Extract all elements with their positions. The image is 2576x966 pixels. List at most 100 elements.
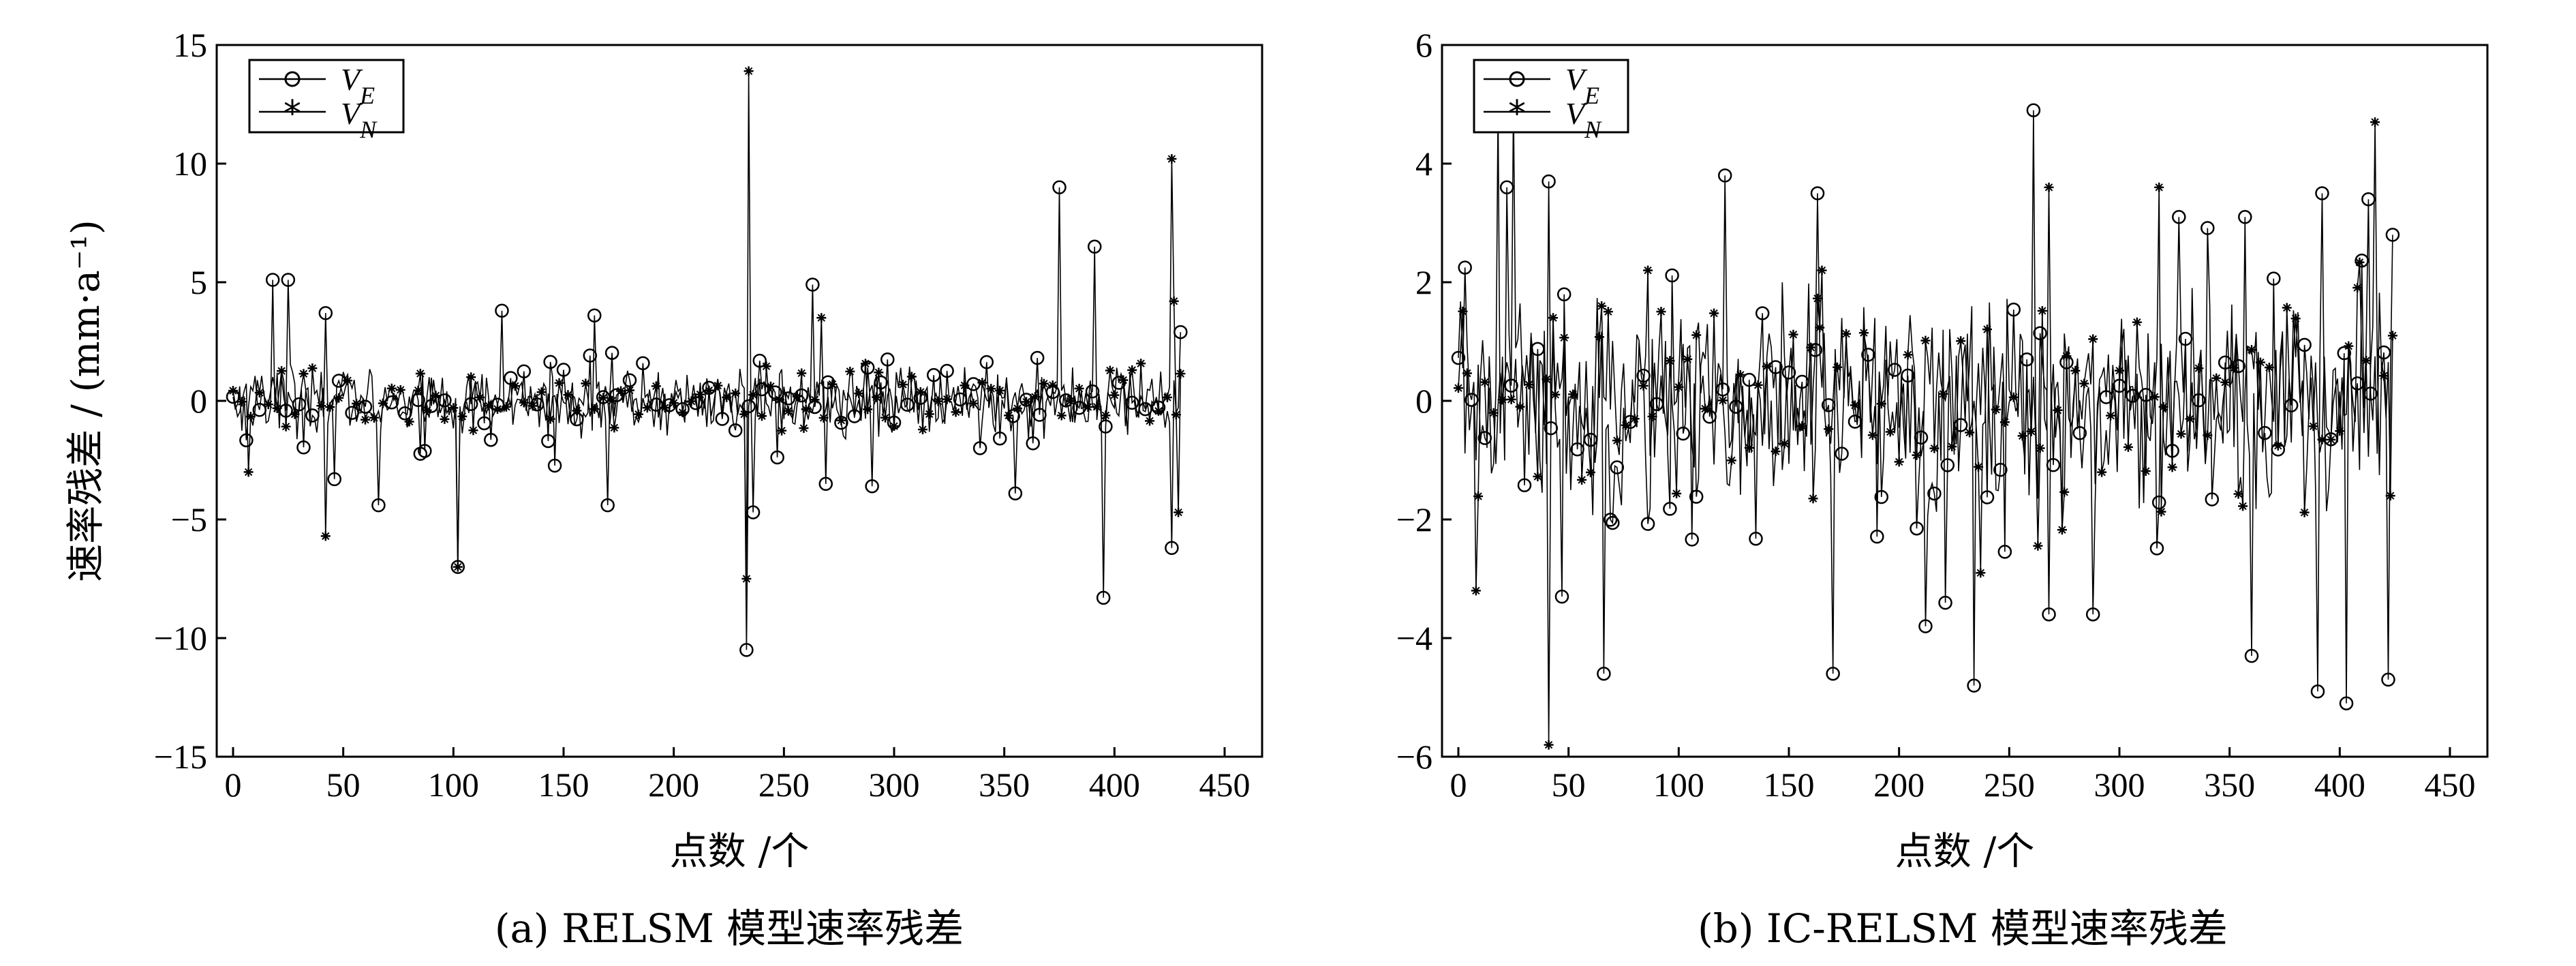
data-point-vn <box>1813 293 1823 303</box>
x-tick-label: 300 <box>869 766 920 804</box>
data-point-ve <box>715 412 730 426</box>
data-point-vn <box>860 359 870 369</box>
data-point-vn <box>2167 462 2177 472</box>
data-point-ve <box>2339 696 2354 710</box>
data-point-vn <box>1920 335 1931 346</box>
data-point-vn <box>1154 406 1163 416</box>
data-point-vn <box>245 412 256 422</box>
data-point-vn <box>352 398 362 408</box>
data-point-vn <box>415 368 425 378</box>
data-point-ve <box>438 393 452 408</box>
data-point-vn <box>2233 489 2243 499</box>
data-point-vn <box>1586 467 1595 477</box>
data-point-ve <box>2072 426 2087 440</box>
data-point-vn <box>874 367 884 378</box>
data-point-ve <box>2178 331 2193 346</box>
data-point-vn <box>1506 394 1516 404</box>
data-point-ve <box>1085 384 1100 399</box>
data-point-ve <box>1847 414 1862 429</box>
data-point-vn <box>816 313 827 323</box>
data-point-vn <box>2176 429 2186 439</box>
data-point-vn <box>2097 467 2107 477</box>
data-point-vn <box>2247 345 2256 355</box>
data-point-vn <box>2123 442 2133 452</box>
data-point-vn <box>2106 410 2116 421</box>
data-point-vn <box>1548 313 1559 323</box>
data-point-vn <box>1030 392 1040 402</box>
data-point-ve <box>1910 521 1924 536</box>
data-point-vn <box>1974 462 1984 472</box>
data-point-vn <box>1074 383 1084 393</box>
data-point-ve <box>371 498 386 513</box>
data-point-vn <box>475 392 485 402</box>
data-point-vn <box>519 397 529 408</box>
data-point-ve <box>543 354 557 369</box>
x-tick-label: 0 <box>225 766 242 804</box>
data-point-vn <box>1779 438 1790 449</box>
data-point-vn <box>1568 389 1578 399</box>
data-point-vn <box>1700 404 1711 414</box>
data-point-vn <box>236 397 247 407</box>
data-point-vn <box>2156 507 2166 517</box>
data-point-ve <box>1517 478 1532 493</box>
data-point-ve <box>318 305 333 320</box>
x-tick-label: 450 <box>1199 766 1251 804</box>
data-point-vn <box>378 398 388 408</box>
data-point-vn <box>872 392 882 402</box>
x-tick-label: 250 <box>1984 766 2035 804</box>
x-tick-label: 350 <box>2204 766 2255 804</box>
panel-a-y-label: 速率残差 / (mm·a⁻¹) <box>64 220 108 582</box>
data-point-vn <box>651 381 661 391</box>
data-point-vn <box>1109 390 1120 400</box>
data-point-vn <box>1638 380 1649 391</box>
x-tick-label: 150 <box>538 766 589 804</box>
data-point-vn <box>395 384 405 395</box>
data-point-ve <box>418 444 432 458</box>
data-point-vn <box>2079 378 2089 389</box>
data-point-vn <box>607 395 617 406</box>
data-point-ve <box>2315 186 2329 200</box>
x-tick-label: 200 <box>1873 766 1925 804</box>
data-point-ve <box>1967 678 1981 693</box>
data-point-vn <box>906 372 917 382</box>
data-point-vn <box>2053 405 2063 415</box>
legend-circle-marker <box>284 71 301 87</box>
data-point-vn <box>243 467 254 477</box>
data-point-vn <box>554 378 564 388</box>
data-point-vn <box>1672 488 1682 498</box>
data-point-vn <box>2370 117 2380 127</box>
y-tick-label: −2 <box>1396 500 1432 539</box>
data-point-vn <box>1674 382 1684 392</box>
data-point-ve <box>1729 399 1743 414</box>
data-point-vn <box>1691 330 1702 340</box>
data-point-vn <box>986 384 996 394</box>
data-point-ve <box>296 440 311 455</box>
data-point-vn <box>1656 307 1666 317</box>
data-point-vn <box>757 411 767 421</box>
data-point-ve <box>1781 365 1796 380</box>
data-point-vn <box>854 389 864 399</box>
data-point-vn <box>761 361 771 372</box>
data-point-vn <box>1709 308 1719 318</box>
data-point-vn <box>783 406 793 416</box>
data-point-ve <box>252 402 267 417</box>
data-point-vn <box>1577 474 1587 485</box>
data-point-vn <box>431 391 441 401</box>
data-point-vn <box>254 388 264 398</box>
data-point-vn <box>1770 447 1781 457</box>
data-point-vn <box>1471 586 1481 596</box>
data-point-vn <box>2115 365 2124 376</box>
data-point-ve <box>484 432 498 447</box>
data-point-vn <box>741 574 752 584</box>
data-point-vn <box>325 402 335 412</box>
data-point-ve <box>1821 397 1836 412</box>
data-point-vn <box>880 412 891 423</box>
data-point-vn <box>1169 296 1179 306</box>
data-point-ve <box>1980 490 1995 504</box>
data-point-vn <box>404 417 414 427</box>
panel-b-y-ticks: −6 −4 −2 0 2 4 6 <box>1396 26 1452 776</box>
series-line-vn <box>232 71 1182 579</box>
data-point-vn <box>704 385 714 395</box>
data-point-vn <box>1841 329 1852 339</box>
data-point-vn <box>743 66 754 76</box>
